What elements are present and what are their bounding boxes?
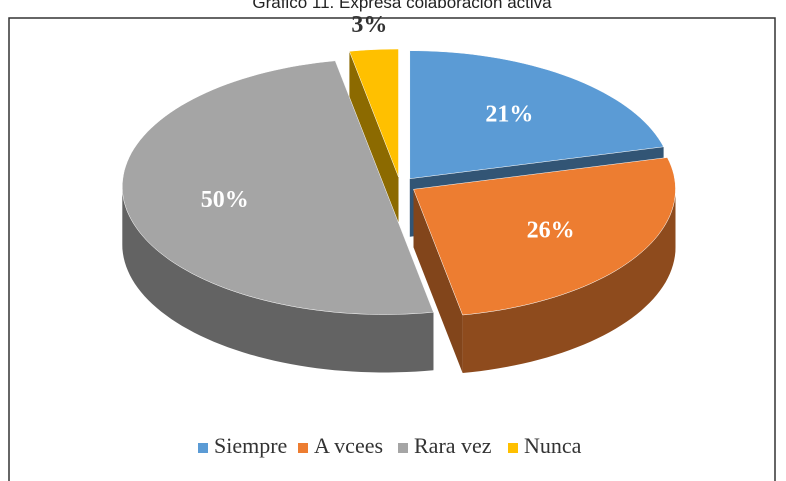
data-label: 21% [485,101,533,127]
slice-side [462,189,676,373]
legend-swatch [298,443,308,453]
slice [409,50,665,179]
slice-wall [413,189,463,373]
data-label: 3% [351,12,387,38]
legend-swatch [398,443,408,453]
legend-label: Nunca [524,433,582,458]
legend-label: A vcees [314,433,383,458]
chart-title: Gráfico 11. Expresa colaboración activa [252,0,552,12]
slice-wall [349,51,399,235]
legend-swatch [198,443,208,453]
legend-label: Siempre [214,433,287,458]
slice [122,60,434,315]
legend-swatch [508,443,518,453]
slice-side [122,186,434,373]
legend-label: Rara vez [414,433,492,458]
slice [413,157,676,316]
slice [349,48,399,178]
data-label: 26% [527,217,575,243]
data-label: 50% [201,187,249,213]
